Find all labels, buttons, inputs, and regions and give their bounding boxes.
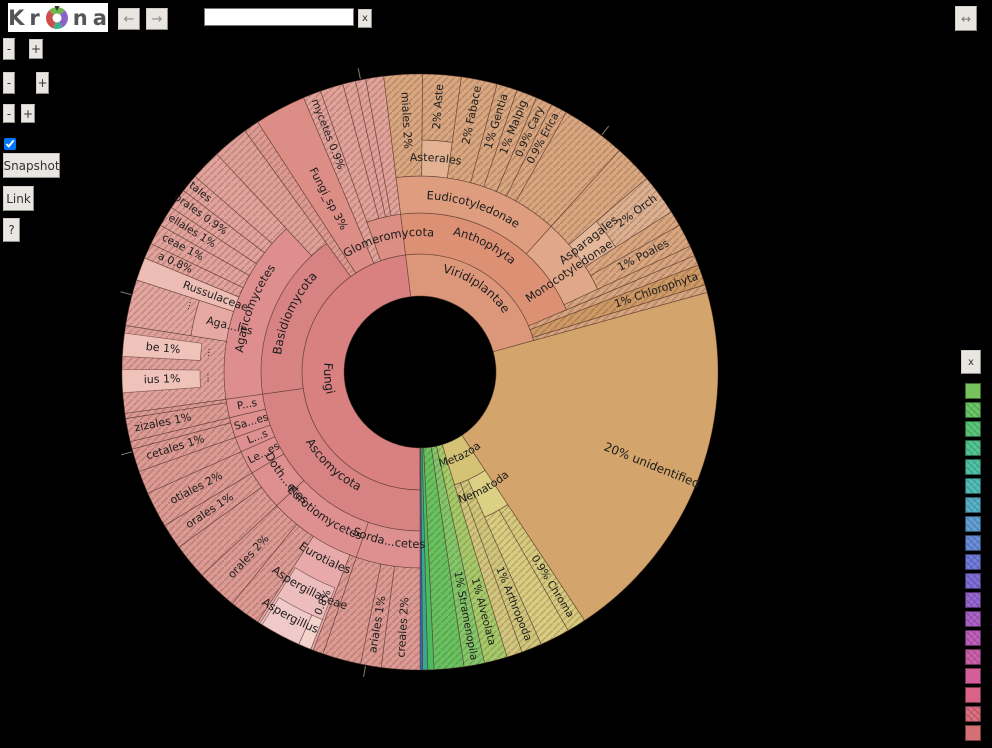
legend-swatch bbox=[965, 497, 981, 513]
chart-size-minus-button[interactable]: - bbox=[3, 72, 15, 94]
link-button[interactable]: Link bbox=[3, 186, 34, 211]
legend-swatch bbox=[965, 630, 981, 646]
chart-wedge-ius-band[interactable] bbox=[121, 369, 201, 394]
logo-letter: r bbox=[29, 5, 41, 30]
wedge-label: miales 2% bbox=[398, 92, 414, 150]
legend-swatch bbox=[965, 725, 981, 741]
max-depth-minus-button[interactable]: - bbox=[3, 104, 15, 123]
back-button[interactable]: ← bbox=[118, 8, 140, 30]
forward-arrow-icon: → bbox=[151, 11, 163, 27]
chart-wedge-sliver-blue[interactable] bbox=[419, 447, 423, 671]
krona-logo-wheel-icon bbox=[45, 5, 68, 29]
legend-swatch bbox=[965, 611, 981, 627]
chart-wedge-unidentified[interactable] bbox=[461, 291, 719, 621]
legend-swatch bbox=[965, 402, 981, 418]
wedge-label: ⋮ bbox=[203, 374, 212, 384]
wedge-label: ius 1% bbox=[144, 372, 181, 386]
font-size-plus-button[interactable]: + bbox=[29, 39, 43, 59]
search-input[interactable] bbox=[204, 8, 354, 26]
wedge-label: ⋮ bbox=[204, 348, 214, 359]
legend-swatch bbox=[965, 573, 981, 589]
legend-swatch bbox=[965, 687, 981, 703]
chart-wedge-be-band[interactable] bbox=[122, 332, 203, 361]
chart-tick bbox=[120, 291, 132, 296]
chart-size-plus-button[interactable]: + bbox=[36, 72, 49, 94]
legend-swatch bbox=[965, 478, 981, 494]
chart-tick bbox=[601, 125, 610, 136]
snapshot-button[interactable]: Snapshot bbox=[3, 153, 60, 178]
legend-swatch bbox=[965, 706, 981, 722]
legend-swatch bbox=[965, 592, 981, 608]
legend-swatch bbox=[965, 383, 981, 399]
legend-swatch bbox=[965, 459, 981, 475]
logo-letter: n bbox=[72, 5, 89, 30]
chart-tick bbox=[121, 451, 133, 456]
back-arrow-icon: ← bbox=[123, 11, 135, 27]
krona-logo: K r n a bbox=[8, 3, 108, 32]
logo-letter: K bbox=[8, 5, 26, 30]
wedge-label: creales 2% bbox=[395, 597, 412, 658]
max-depth-plus-button[interactable]: + bbox=[21, 104, 35, 123]
legend-swatch bbox=[965, 440, 981, 456]
search-clear-button[interactable]: x bbox=[358, 9, 372, 28]
logo-letter: a bbox=[92, 5, 108, 30]
legend-swatch bbox=[965, 554, 981, 570]
help-button[interactable]: ? bbox=[3, 218, 20, 242]
clear-x-icon: x bbox=[362, 13, 368, 24]
chart-tick bbox=[357, 68, 361, 80]
legend-swatch bbox=[965, 516, 981, 532]
collapse-expand-button[interactable]: ↔ bbox=[955, 6, 977, 31]
legend-close-button[interactable]: x bbox=[961, 350, 981, 374]
forward-button[interactable]: → bbox=[146, 8, 168, 30]
wedge-label: 2% Aste bbox=[430, 83, 446, 129]
collapse-arrows-icon: ↔ bbox=[960, 11, 972, 26]
font-size-minus-button[interactable]: - bbox=[3, 38, 15, 60]
wedge-label: P...s bbox=[236, 397, 258, 413]
legend-swatch bbox=[965, 649, 981, 665]
legend-swatch bbox=[965, 421, 981, 437]
wedge-label: ⋮ bbox=[183, 300, 194, 312]
wedge-label: be 1% bbox=[145, 340, 181, 356]
option-checkbox[interactable] bbox=[4, 138, 16, 150]
chart-tick bbox=[363, 665, 367, 677]
legend-swatch bbox=[965, 535, 981, 551]
wedge-label: Fungi bbox=[321, 362, 337, 395]
legend-swatch bbox=[965, 668, 981, 684]
